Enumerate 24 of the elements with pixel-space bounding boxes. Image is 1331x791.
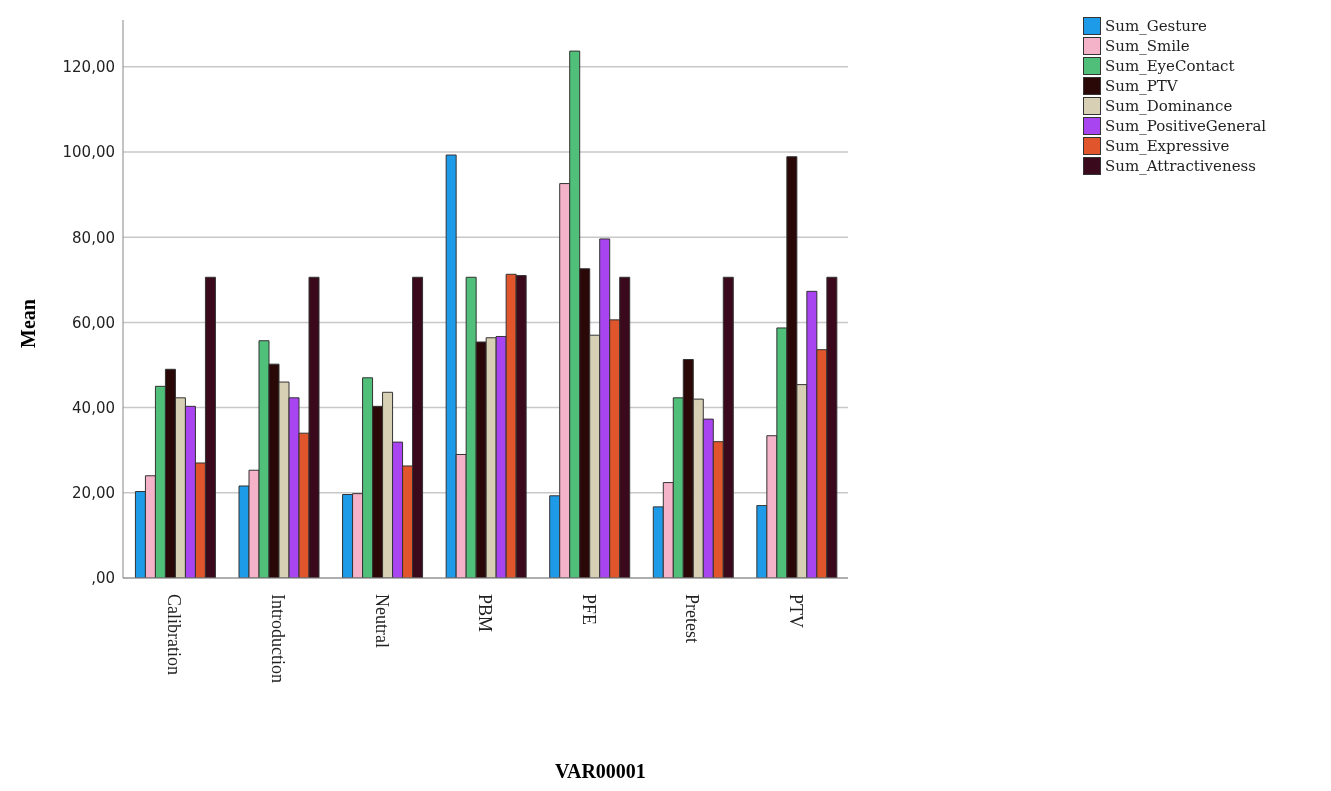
y-tick-label: ,00 [91, 569, 115, 588]
legend-label: Sum_Expressive [1105, 136, 1230, 156]
x-tick-label: Pretest [682, 594, 703, 643]
x-axis-title: VAR00001 [554, 760, 647, 783]
x-tick-label: PFE [578, 594, 599, 626]
legend-label: Sum_PositiveGeneral [1105, 116, 1267, 136]
x-tick-label: Calibration [164, 594, 185, 675]
legend-label: Sum_Smile [1105, 36, 1190, 56]
y-axis-title: Mean [16, 298, 40, 348]
x-tick-label: PTV [785, 594, 806, 629]
y-tick-label: 40,00 [72, 398, 115, 417]
legend-label: Sum_EyeContact [1105, 56, 1235, 76]
legend-label: Sum_PTV [1105, 76, 1178, 96]
legend-label: Sum_Dominance [1105, 96, 1233, 116]
y-tick-label: 60,00 [72, 313, 115, 332]
x-tick-label: Neutral [371, 594, 392, 648]
y-tick-label: 120,00 [62, 58, 115, 77]
legend-label: Sum_Attractiveness [1105, 156, 1256, 176]
y-tick-label: 80,00 [72, 228, 115, 247]
legend-label: Sum_Gesture [1105, 16, 1207, 36]
x-tick-label: Introduction [268, 594, 289, 683]
y-tick-label: 20,00 [72, 484, 115, 503]
y-tick-label: 100,00 [62, 143, 115, 162]
x-tick-label: PBM [475, 594, 496, 633]
